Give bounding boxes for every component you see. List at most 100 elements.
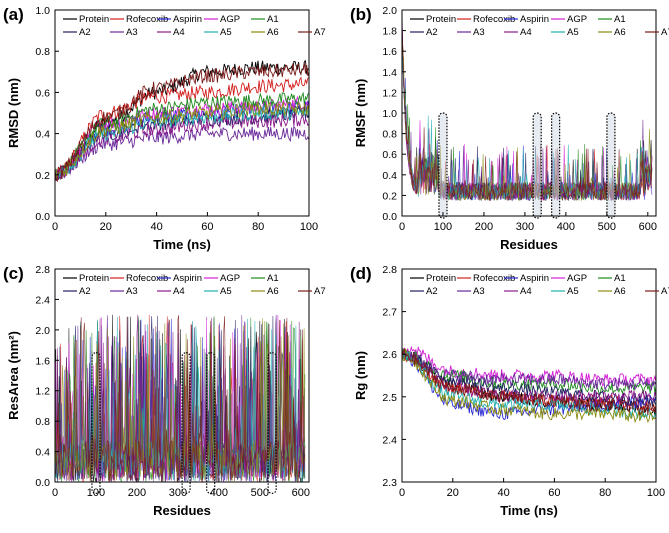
x-tick-label: 100 <box>647 487 665 499</box>
x-tick-label: 500 <box>598 221 616 233</box>
y-tick-label: 0.8 <box>35 46 50 58</box>
legend-label-agp: AGP <box>567 273 587 284</box>
legend-label-aspirin: Aspirin <box>520 14 549 25</box>
y-tick-label: 0.2 <box>35 170 50 182</box>
y-axis-label: RMSF (nm) <box>353 79 368 148</box>
plot-frame <box>54 268 310 483</box>
x-tick-label: 500 <box>251 487 269 499</box>
x-tick-label: 0 <box>399 487 405 499</box>
x-tick-label: 0 <box>399 221 405 233</box>
y-tick-label: 0.0 <box>35 211 50 223</box>
legend-label-a2: A2 <box>426 286 438 297</box>
highlight-box <box>181 352 191 495</box>
y-tick-label: 0.4 <box>382 170 397 182</box>
y-axis-label: ResArea (nm²) <box>6 331 21 420</box>
x-axis-label: Residues <box>153 503 211 518</box>
x-tick-label: 40 <box>150 221 162 233</box>
legend-label-a4: A4 <box>173 286 185 297</box>
legend-label-a1: A1 <box>267 14 279 25</box>
y-tick-label: 1.4 <box>382 67 397 79</box>
x-tick-label: 600 <box>292 487 310 499</box>
legend-label-a7: A7 <box>661 286 669 297</box>
y-tick-label: 1.0 <box>35 5 50 17</box>
legend-label-a6: A6 <box>267 286 279 297</box>
highlight-box <box>438 112 448 219</box>
legend-label-a6: A6 <box>267 27 279 38</box>
y-tick-label: 0.0 <box>382 211 397 223</box>
y-tick-label: 0.0 <box>35 477 50 489</box>
x-tick-label: 300 <box>516 221 534 233</box>
legend-label-a2: A2 <box>79 286 91 297</box>
legend-label-a2: A2 <box>426 27 438 38</box>
y-tick-label: 0.8 <box>382 129 397 141</box>
series-group <box>402 345 656 424</box>
legend-label-agp: AGP <box>220 273 240 284</box>
x-tick-label: 0 <box>52 487 58 499</box>
x-tick-label: 60 <box>548 487 560 499</box>
y-tick-label: 0.6 <box>382 149 397 161</box>
x-tick-label: 300 <box>169 487 187 499</box>
legend-label-agp: AGP <box>567 14 587 25</box>
series-line-a5 <box>402 351 656 420</box>
x-tick-label: 100 <box>87 487 105 499</box>
y-tick-label: 1.0 <box>382 108 397 120</box>
x-axis-label: Time (ns) <box>153 237 211 252</box>
x-tick-label: 200 <box>128 487 146 499</box>
legend-label-aspirin: Aspirin <box>173 273 202 284</box>
x-tick-label: 20 <box>447 487 459 499</box>
series-line-a3 <box>55 125 309 181</box>
legend-label-rofecoxib: Rofecoxib <box>473 14 515 25</box>
y-tick-label: 0.8 <box>35 416 50 428</box>
highlight-box <box>532 112 542 219</box>
highlight-box <box>91 352 101 495</box>
y-tick-label: 2.0 <box>382 5 397 17</box>
legend-label-a1: A1 <box>614 273 626 284</box>
legend-label-a1: A1 <box>267 273 279 284</box>
y-tick-label: 1.2 <box>382 87 397 99</box>
panel-b: (b) 0 100 200 300 400 500 600 0.0 0.2 0.4 0.6 0.8 1.0… <box>350 5 669 252</box>
x-tick-label: 80 <box>599 487 611 499</box>
y-tick-label: 0.2 <box>382 190 397 202</box>
x-tick-label: 40 <box>497 487 509 499</box>
panel-label: (a) <box>3 5 24 24</box>
legend-label-a2: A2 <box>79 27 91 38</box>
legend-label-protein: Protein <box>79 273 109 284</box>
legend-label-protein: Protein <box>426 14 456 25</box>
x-tick-label: 200 <box>475 221 493 233</box>
x-tick-label: 100 <box>300 221 318 233</box>
x-tick-label: 100 <box>434 221 452 233</box>
y-tick-label: 2.7 <box>382 307 397 319</box>
series-line-a2 <box>402 350 656 407</box>
y-tick-label: 1.6 <box>35 355 50 367</box>
plot-frame <box>54 9 310 217</box>
legend-label-a5: A5 <box>220 27 232 38</box>
series-group <box>55 60 309 183</box>
legend-label-a3: A3 <box>126 27 138 38</box>
legend-label-a1: A1 <box>614 14 626 25</box>
y-tick-label: 1.2 <box>35 386 50 398</box>
series-line-rofecoxib <box>55 76 309 180</box>
y-tick-label: 0.6 <box>35 87 50 99</box>
legend-label-a3: A3 <box>473 27 485 38</box>
series-line-a7 <box>55 62 309 183</box>
panel-label: (c) <box>3 264 24 283</box>
legend-label-a3: A3 <box>126 286 138 297</box>
legend-label-a3: A3 <box>473 286 485 297</box>
panel-c: (c) 0 100 200 300 400 500 600 0.0 0.4 0.8 1.2 1.6 2.0… <box>3 264 326 518</box>
plot-frame <box>401 268 657 483</box>
legend-label-aspirin: Aspirin <box>520 273 549 284</box>
y-tick-label: 2.8 <box>35 264 50 276</box>
x-axis-label: Time (ns) <box>500 503 558 518</box>
legend-label-agp: AGP <box>220 14 240 25</box>
series-line-aspirin <box>402 350 656 421</box>
x-tick-label: 20 <box>100 221 112 233</box>
legend-label-a7: A7 <box>314 27 326 38</box>
x-tick-label: 80 <box>252 221 264 233</box>
x-tick-label: 600 <box>639 221 657 233</box>
legend-label-rofecoxib: Rofecoxib <box>126 14 168 25</box>
y-tick-label: 2.6 <box>382 349 397 361</box>
panel-label: (d) <box>350 264 372 283</box>
series-line-a3 <box>402 348 656 392</box>
legend-label-a6: A6 <box>614 27 626 38</box>
x-tick-label: 0 <box>52 221 58 233</box>
